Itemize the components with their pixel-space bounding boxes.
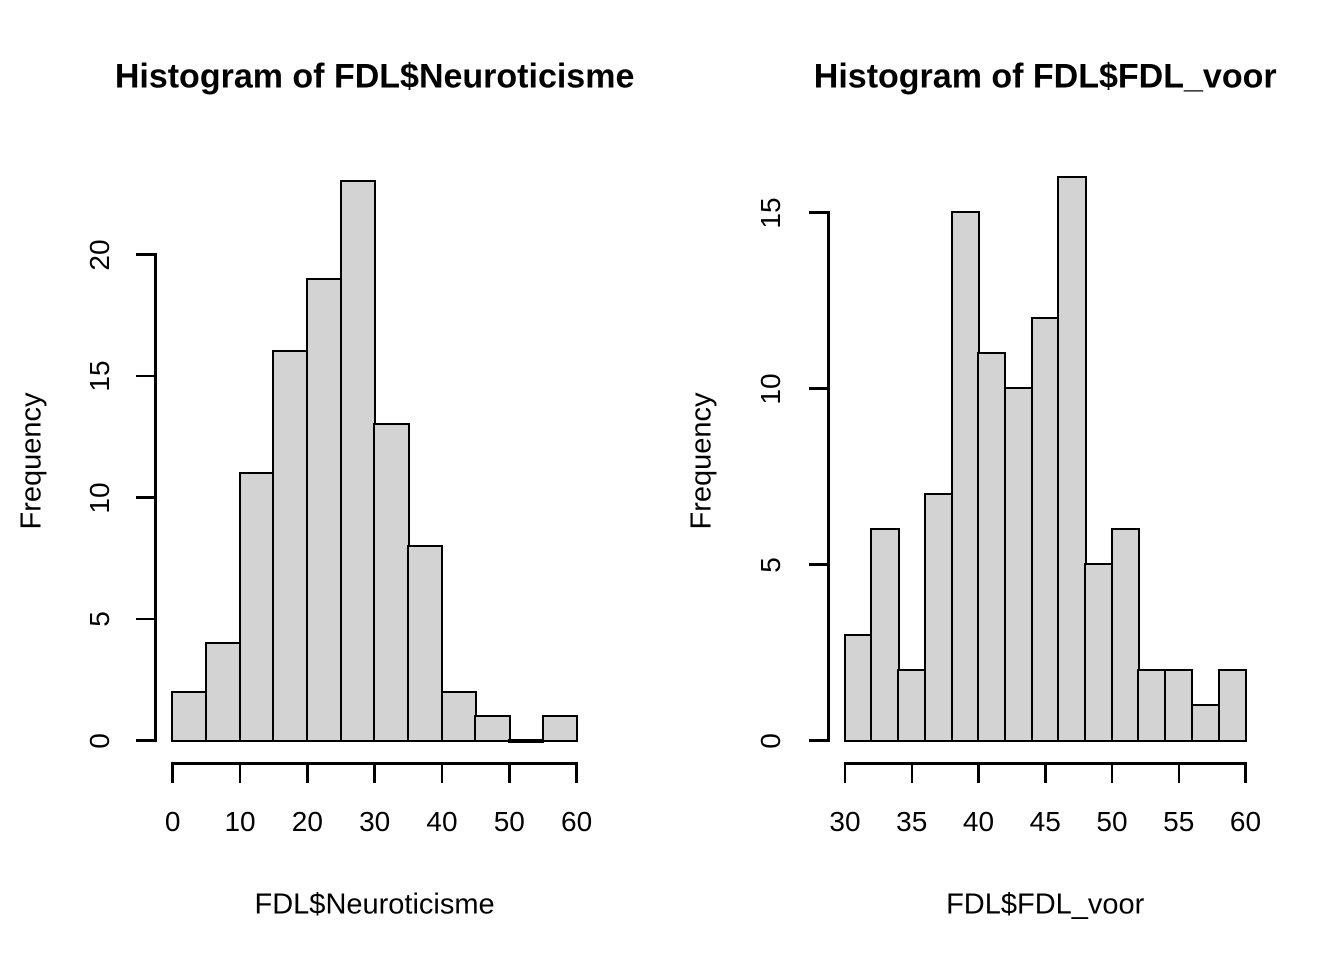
y-tick [135, 617, 155, 621]
x-tick-label: 45 [1029, 806, 1061, 837]
histogram-bar [950, 211, 980, 742]
histogram-bar [1137, 668, 1167, 742]
x-axis-title: FDL$FDL_voor [946, 888, 1145, 921]
y-tick [808, 387, 828, 390]
x-tick-label: 60 [561, 806, 593, 837]
y-tick-label: 10 [84, 481, 115, 514]
y-tick [808, 739, 828, 742]
histogram-bar [339, 180, 376, 742]
histogram-bar [1084, 563, 1114, 742]
histogram-bar [407, 544, 444, 742]
y-axis-title: Frequency [685, 392, 718, 530]
y-tick-label: 5 [84, 611, 115, 627]
y-tick-label: 20 [84, 238, 115, 271]
y-tick-label: 10 [755, 372, 786, 405]
x-tick [1044, 762, 1047, 784]
x-tick-label: 55 [1163, 806, 1195, 837]
x-tick-label: 50 [1096, 806, 1128, 837]
histogram-bar [373, 423, 410, 742]
chart-title: Histogram of FDL$Neuroticisme [114, 57, 635, 95]
x-tick [575, 762, 578, 784]
x-tick [977, 762, 980, 784]
histogram-bar [977, 352, 1007, 742]
x-tick [508, 762, 511, 784]
x-tick-label: 30 [829, 806, 861, 837]
histogram-bar [440, 690, 477, 742]
y-tick-label: 5 [755, 556, 786, 573]
x-tick [1244, 762, 1247, 784]
x-tick [910, 762, 913, 784]
y-axis-line [827, 211, 830, 742]
x-tick-label: 35 [896, 806, 928, 837]
x-tick-label: 50 [493, 806, 525, 837]
x-tick-label: 40 [962, 806, 995, 837]
y-tick [135, 374, 155, 378]
y-tick [808, 563, 828, 566]
x-tick-label: 30 [359, 806, 391, 837]
histogram-bar [508, 739, 545, 744]
histogram-bar [923, 492, 954, 742]
x-tick [171, 762, 174, 784]
y-tick-label: 15 [755, 196, 786, 229]
histogram-bar [1057, 176, 1087, 742]
histogram-bar [897, 668, 927, 742]
y-axis-line [154, 253, 157, 742]
x-tick [440, 762, 444, 784]
x-tick-label: 0 [164, 806, 181, 837]
histogram-bar [1030, 316, 1060, 742]
histogram-bar [205, 642, 242, 742]
histogram-bar [1110, 528, 1140, 742]
x-tick [373, 762, 376, 784]
x-tick [238, 762, 242, 784]
x-tick-label: 40 [426, 806, 458, 837]
histogram-bar [1217, 668, 1247, 742]
y-tick [135, 739, 155, 742]
histogram-bar [1190, 704, 1221, 742]
y-axis-title: Frequency [15, 392, 48, 530]
x-tick [306, 762, 309, 784]
histogram-bar [843, 633, 873, 742]
x-tick [1177, 762, 1180, 784]
histogram-bar [870, 528, 900, 742]
x-tick-label: 20 [291, 806, 323, 837]
histogram-bar [1003, 387, 1034, 742]
histogram-bar [238, 471, 275, 742]
y-tick [808, 211, 828, 214]
chart-title: Histogram of FDL$FDL_voor [813, 57, 1277, 95]
histogram-bar [272, 350, 309, 742]
histogram-bar [474, 714, 511, 742]
x-tick [1110, 762, 1114, 784]
x-tick-label: 10 [224, 806, 256, 837]
histogram-bar [306, 277, 343, 742]
y-tick-label: 15 [84, 360, 115, 392]
x-axis-title: FDL$Neuroticisme [254, 888, 495, 921]
y-tick-label: 0 [84, 732, 115, 749]
x-tick-label: 60 [1229, 806, 1262, 837]
y-tick-label: 0 [755, 732, 786, 749]
histogram-bar [541, 714, 578, 742]
y-tick [135, 496, 155, 499]
x-tick [843, 762, 847, 784]
histogram-bar [171, 690, 208, 742]
histogram-bar [1164, 668, 1194, 742]
y-tick [135, 253, 155, 256]
